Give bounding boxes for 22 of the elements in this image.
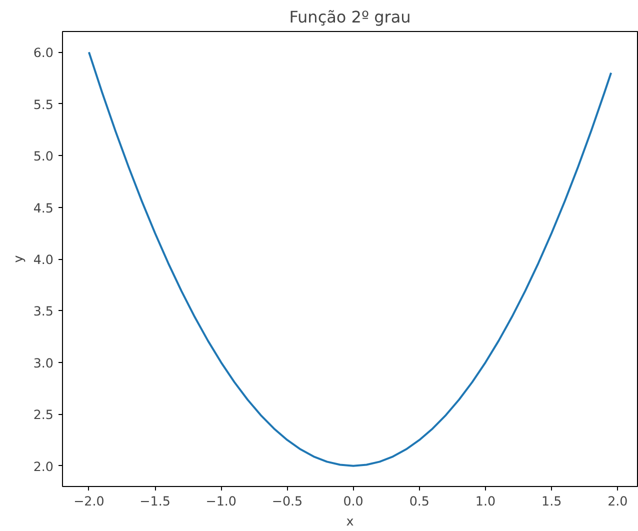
y-tick-label: 4.5	[33, 200, 54, 216]
y-tick-label: 2.0	[33, 458, 54, 474]
x-tick-label: −2.0	[74, 494, 104, 508]
line-series	[88, 51, 612, 467]
x-tick-label: 0.0	[343, 494, 364, 508]
x-tick-label: −0.5	[272, 494, 303, 508]
y-tick-label: 5.0	[33, 148, 54, 164]
x-axis-title: x	[346, 514, 354, 528]
chart-title: Função 2º grau	[289, 8, 411, 26]
y-tick-label: 3.0	[33, 355, 54, 370]
x-tick-label: −1.5	[140, 494, 170, 508]
y-axis-title: y	[10, 254, 26, 263]
y-tick-label: 5.5	[33, 96, 54, 112]
x-tick-label: −1.0	[206, 494, 236, 508]
x-tick-label: 1.5	[542, 494, 562, 508]
x-tick-label: 0.5	[409, 494, 430, 508]
y-tick-label: 4.0	[33, 252, 54, 267]
x-tick-label: 2.0	[608, 494, 628, 508]
x-tick-label: 1.0	[475, 494, 496, 508]
y-tick-label: 2.5	[33, 407, 54, 422]
y-tick-label: 3.5	[33, 304, 54, 319]
y-tick-label: 6.0	[33, 45, 54, 60]
